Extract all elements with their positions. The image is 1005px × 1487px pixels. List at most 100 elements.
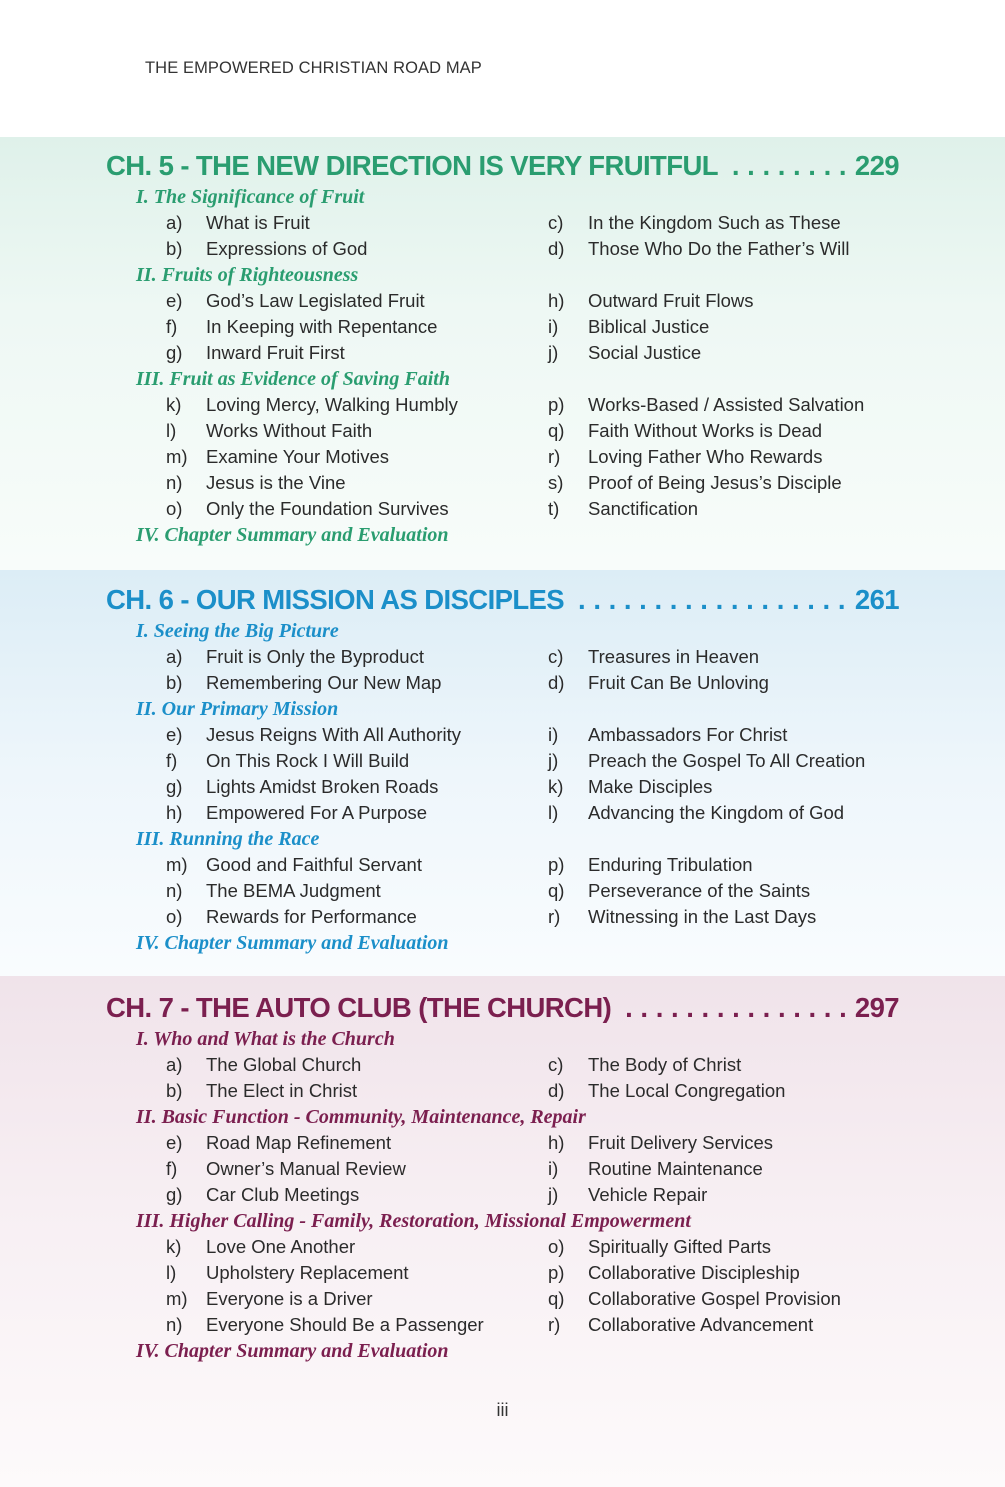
- toc-row: m) Everyone is a Driver q) Collaborative Go…: [106, 1286, 899, 1312]
- toc-item[interactable]: In the Kingdom Such as These: [588, 212, 841, 233]
- toc-item[interactable]: Jesus Reigns With All Authority: [206, 724, 461, 745]
- toc-item[interactable]: Car Club Meetings: [206, 1184, 360, 1205]
- toc-item[interactable]: Fruit Can Be Unloving: [588, 672, 769, 693]
- chapter-title[interactable]: CH. 7 - THE AUTO CLUB (THE CHURCH): [106, 992, 612, 1023]
- toc-item[interactable]: Biblical Justice: [588, 316, 710, 337]
- toc-item[interactable]: Routine Maintenance: [588, 1158, 763, 1179]
- section-title[interactable]: I. Seeing the Big Picture: [136, 620, 339, 642]
- item-letter: a): [166, 212, 183, 233]
- chapter-page-number: 229: [854, 150, 900, 181]
- toc-item[interactable]: Fruit Delivery Services: [588, 1132, 774, 1153]
- chapter-title[interactable]: CH. 6 - OUR MISSION AS DISCIPLES: [106, 584, 565, 615]
- toc-row: o) Rewards for Performance r) Witnessing in…: [106, 904, 899, 930]
- toc-item[interactable]: What is Fruit: [206, 212, 310, 233]
- toc-item[interactable]: Sanctification: [588, 498, 699, 519]
- toc-item[interactable]: Witnessing in the Last Days: [588, 906, 817, 927]
- toc-item[interactable]: The Elect in Christ: [206, 1080, 358, 1101]
- item-letter: q): [548, 420, 565, 441]
- toc-item[interactable]: Empowered For A Purpose: [206, 802, 428, 823]
- toc-row: n) The BEMA Judgment q) Perseverance of the…: [106, 878, 899, 904]
- item-letter: k): [166, 1236, 182, 1257]
- toc-item[interactable]: On This Rock I Will Build: [206, 750, 410, 771]
- toc-row: a) What is Fruit c) In the Kingdom Such as …: [106, 210, 899, 236]
- toc-item[interactable]: Loving Father Who Rewards: [588, 446, 823, 467]
- toc-item[interactable]: Expressions of God: [206, 238, 368, 259]
- toc-row: b) Remembering Our New Map d) Fruit Can Be …: [106, 670, 899, 696]
- chapter-5: CH. 5 - THE NEW DIRECTION IS VERY FRUITF…: [106, 147, 900, 548]
- toc-item[interactable]: Inward Fruit First: [206, 342, 345, 363]
- item-letter: c): [548, 1054, 564, 1075]
- chapter-heading[interactable]: CH. 6 - OUR MISSION AS DISCIPLES 261: [106, 581, 900, 618]
- toc-item[interactable]: Enduring Tribulation: [588, 854, 753, 875]
- chapter-page-number: 297: [854, 992, 900, 1023]
- toc-item[interactable]: Remembering Our New Map: [206, 672, 442, 693]
- toc-item[interactable]: The Body of Christ: [588, 1054, 742, 1075]
- toc-item[interactable]: Everyone is a Driver: [206, 1288, 373, 1309]
- toc-item[interactable]: Outward Fruit Flows: [588, 290, 754, 311]
- toc-item[interactable]: Works Without Faith: [206, 420, 373, 441]
- toc-item[interactable]: Rewards for Performance: [206, 906, 417, 927]
- item-letter: g): [166, 342, 183, 363]
- toc-item[interactable]: Ambassadors For Christ: [588, 724, 788, 745]
- toc-item[interactable]: Owner’s Manual Review: [206, 1158, 406, 1179]
- toc-item[interactable]: Only the Foundation Survives: [206, 498, 449, 519]
- toc-item[interactable]: Preach the Gospel To All Creation: [588, 750, 866, 771]
- section-title[interactable]: I. Who and What is the Church: [136, 1028, 395, 1050]
- section-title[interactable]: III. Fruit as Evidence of Saving Faith: [136, 368, 450, 390]
- item-letter: p): [548, 854, 565, 875]
- toc-item[interactable]: Advancing the Kingdom of God: [588, 802, 845, 823]
- toc-item[interactable]: Good and Faithful Servant: [206, 854, 422, 875]
- toc-item[interactable]: The Local Congregation: [588, 1080, 786, 1101]
- toc-item[interactable]: Collaborative Discipleship: [588, 1262, 800, 1283]
- item-letter: f): [166, 316, 178, 337]
- item-letter: n): [166, 1314, 183, 1335]
- toc-item[interactable]: Social Justice: [588, 342, 702, 363]
- toc-item[interactable]: God’s Law Legislated Fruit: [206, 290, 425, 311]
- toc-item[interactable]: Faith Without Works is Dead: [588, 420, 823, 441]
- toc-item[interactable]: In Keeping with Repentance: [206, 316, 438, 337]
- toc-item[interactable]: Fruit is Only the Byproduct: [206, 646, 424, 667]
- toc-item[interactable]: Upholstery Replacement: [206, 1262, 409, 1283]
- item-letter: j): [548, 750, 559, 771]
- toc-item[interactable]: Jesus is the Vine: [206, 472, 346, 493]
- toc-item[interactable]: Proof of Being Jesus’s Disciple: [588, 472, 842, 493]
- toc-row: e) Jesus Reigns With All Authority i) Ambas…: [106, 722, 899, 748]
- toc-item[interactable]: Lights Amidst Broken Roads: [206, 776, 439, 797]
- chapter-heading[interactable]: CH. 7 - THE AUTO CLUB (THE CHURCH) 297: [106, 989, 900, 1026]
- toc-item[interactable]: Loving Mercy, Walking Humbly: [206, 394, 458, 415]
- item-letter: d): [548, 672, 565, 693]
- item-letter: i): [548, 1158, 559, 1179]
- section-title[interactable]: III. Running the Race: [136, 828, 320, 850]
- toc-item[interactable]: Road Map Refinement: [206, 1132, 392, 1153]
- section-title[interactable]: IV. Chapter Summary and Evaluation: [136, 1340, 449, 1362]
- toc-item[interactable]: Everyone Should Be a Passenger: [206, 1314, 484, 1335]
- toc-row: n) Jesus is the Vine s) Proof of Being Jesu…: [106, 470, 899, 496]
- toc-item[interactable]: Perseverance of the Saints: [588, 880, 811, 901]
- section-title[interactable]: IV. Chapter Summary and Evaluation: [136, 524, 449, 546]
- section-title[interactable]: II. Basic Function - Community, Maintena…: [136, 1106, 586, 1128]
- item-letter: o): [166, 906, 183, 927]
- section-title[interactable]: III. Higher Calling - Family, Restoratio…: [136, 1210, 691, 1232]
- chapter-heading[interactable]: CH. 5 - THE NEW DIRECTION IS VERY FRUITF…: [106, 147, 900, 184]
- toc-item[interactable]: Vehicle Repair: [588, 1184, 708, 1205]
- section-title[interactable]: II. Fruits of Righteousness: [136, 264, 359, 286]
- toc-item[interactable]: The BEMA Judgment: [206, 880, 381, 901]
- toc-item[interactable]: The Global Church: [206, 1054, 362, 1075]
- chapter-title[interactable]: CH. 5 - THE NEW DIRECTION IS VERY FRUITF…: [106, 150, 719, 181]
- toc-item[interactable]: Treasures in Heaven: [588, 646, 760, 667]
- toc-item[interactable]: Works-Based / Assisted Salvation: [588, 394, 865, 415]
- toc-item[interactable]: Examine Your Motives: [206, 446, 390, 467]
- toc-item[interactable]: Collaborative Advancement: [588, 1314, 814, 1335]
- toc-item[interactable]: Love One Another: [206, 1236, 356, 1257]
- toc-row: k) Loving Mercy, Walking Humbly p) Works-Ba…: [106, 392, 899, 418]
- toc-item[interactable]: Those Who Do the Father’s Will: [588, 238, 850, 259]
- toc-item[interactable]: Make Disciples: [588, 776, 713, 797]
- toc-item[interactable]: Spiritually Gifted Parts: [588, 1236, 772, 1257]
- toc-item[interactable]: Collaborative Gospel Provision: [588, 1288, 841, 1309]
- section-title[interactable]: II. Our Primary Mission: [136, 698, 339, 720]
- section-title[interactable]: IV. Chapter Summary and Evaluation: [136, 932, 449, 954]
- toc-row: g) Car Club Meetings j) Vehicle Repair: [106, 1182, 899, 1208]
- section-title[interactable]: I. The Significance of Fruit: [136, 186, 365, 208]
- item-letter: m): [166, 854, 188, 875]
- chapter-7-band: [0, 976, 1005, 1487]
